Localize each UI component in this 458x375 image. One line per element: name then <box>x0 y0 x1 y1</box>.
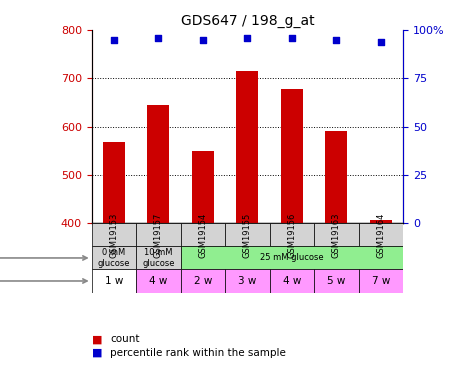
Point <box>377 39 384 45</box>
Bar <box>270 224 314 246</box>
Text: GSM19163: GSM19163 <box>332 212 341 258</box>
Text: 4 w: 4 w <box>149 276 168 286</box>
Text: 3 w: 3 w <box>238 276 256 286</box>
Bar <box>225 270 270 292</box>
Text: 5 w: 5 w <box>327 276 345 286</box>
Text: growth protocol: growth protocol <box>0 253 87 263</box>
Title: GDS647 / 198_g_at: GDS647 / 198_g_at <box>180 13 314 28</box>
Bar <box>192 151 214 224</box>
Bar <box>92 246 136 270</box>
Point <box>199 37 207 43</box>
Text: 2 w: 2 w <box>194 276 212 286</box>
Point <box>110 37 118 43</box>
Bar <box>92 270 136 292</box>
Text: GSM19164: GSM19164 <box>376 212 385 258</box>
Bar <box>370 220 392 224</box>
Text: 4 w: 4 w <box>283 276 301 286</box>
Bar <box>359 224 403 246</box>
Bar <box>136 246 180 270</box>
Bar <box>270 270 314 292</box>
Bar <box>314 224 359 246</box>
Bar <box>147 105 169 224</box>
Text: GSM19157: GSM19157 <box>154 212 163 258</box>
Text: 0 mM
glucose: 0 mM glucose <box>98 248 130 268</box>
Bar <box>180 246 403 270</box>
Point <box>333 37 340 43</box>
Bar <box>103 142 125 224</box>
Bar <box>180 224 225 246</box>
Bar <box>281 89 303 224</box>
Bar <box>225 224 270 246</box>
Bar <box>136 224 180 246</box>
Bar <box>314 270 359 292</box>
Text: GSM19154: GSM19154 <box>198 212 207 258</box>
Bar <box>325 130 348 224</box>
Text: 1 w: 1 w <box>105 276 123 286</box>
Bar <box>92 224 136 246</box>
Bar <box>180 270 225 292</box>
Text: ■: ■ <box>92 348 102 357</box>
Text: 10 mM
glucose: 10 mM glucose <box>142 248 174 268</box>
Bar <box>236 71 258 224</box>
Text: count: count <box>110 334 139 344</box>
Bar <box>136 270 180 292</box>
Text: GSM19155: GSM19155 <box>243 212 252 258</box>
Text: percentile rank within the sample: percentile rank within the sample <box>110 348 286 357</box>
Text: 25 mM glucose: 25 mM glucose <box>260 254 324 262</box>
Text: time: time <box>0 276 87 286</box>
Text: GSM19153: GSM19153 <box>109 212 118 258</box>
Bar <box>359 270 403 292</box>
Point <box>288 35 295 41</box>
Text: 7 w: 7 w <box>371 276 390 286</box>
Text: GSM19156: GSM19156 <box>287 212 296 258</box>
Point <box>155 35 162 41</box>
Text: ■: ■ <box>92 334 102 344</box>
Point <box>244 35 251 41</box>
